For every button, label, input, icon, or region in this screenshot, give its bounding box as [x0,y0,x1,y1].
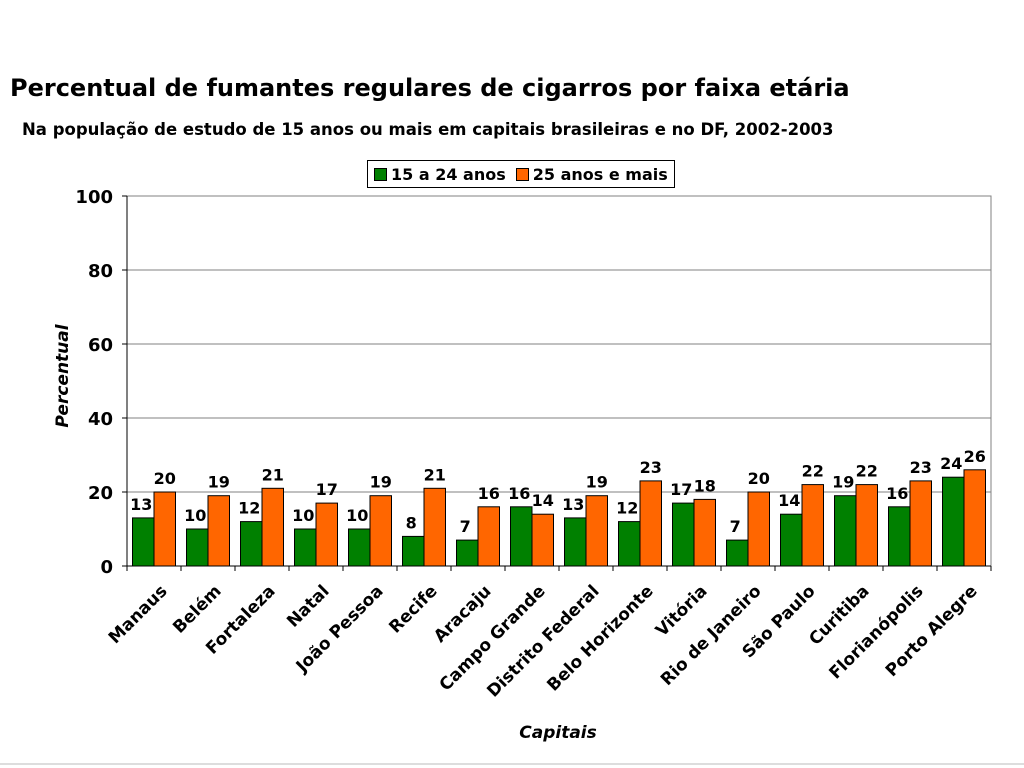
legend-label-series2: 25 anos e mais [532,164,668,184]
bar-series1 [348,528,371,567]
data-label-series2: 21 [262,465,284,484]
data-label-series2: 18 [694,476,716,495]
bar-series1 [186,528,209,567]
data-label-series2: 19 [208,473,230,492]
data-label-series1: 16 [886,484,908,503]
data-label-series1: 7 [460,517,471,536]
data-label-series1: 19 [832,473,854,492]
data-label-series2: 16 [478,484,500,503]
data-label-series1: 8 [406,513,417,532]
data-label-series2: 23 [910,458,932,477]
bar-series1 [618,521,641,567]
bar-series1 [294,528,317,567]
bar-series2 [639,480,662,567]
bar-series2 [801,484,824,567]
x-tick-label: Natal [283,581,333,631]
x-tick-label: Rio de Janeiro [657,581,766,690]
legend-swatch-series1 [374,167,387,181]
data-label-series2: 21 [424,465,446,484]
data-label-series1: 17 [670,480,692,499]
bar-series2 [207,495,230,567]
x-tick-label: Porto Alegre [882,581,982,681]
bar-series2 [315,502,338,567]
bar-series2 [531,513,554,567]
y-tick-label: 80 [88,261,113,282]
bar-series1 [402,535,425,567]
y-tick-label: 100 [75,187,113,208]
y-tick-label: 20 [88,483,113,504]
bottom-divider [0,763,1024,765]
y-tick-label: 0 [100,557,113,578]
data-label-series1: 24 [940,454,962,473]
bar-series1 [510,506,533,567]
bar-series1 [726,539,749,567]
legend-swatch-series2 [515,167,529,181]
bar-series1 [888,506,911,567]
page-subtitle: Na população de estudo de 15 anos ou mai… [22,120,834,139]
data-label-series2: 22 [856,462,878,481]
data-label-series1: 12 [616,499,638,518]
bar-series1 [564,517,587,567]
bar-series2 [423,487,446,567]
x-tick-label: Manaus [105,581,172,648]
data-label-series1: 10 [346,506,368,525]
bar-series1 [780,513,803,567]
bar-series2 [261,487,284,567]
bar-series2 [477,506,500,567]
y-axis-title: Percentual [53,323,73,427]
data-label-series2: 26 [964,447,986,466]
x-tick-label: Florianópolis [826,581,928,683]
page-title: Percentual de fumantes regulares de ciga… [10,74,850,102]
data-label-series2: 17 [316,480,338,499]
bar-series1 [672,502,695,567]
bar-series2 [153,491,176,567]
bar-series1 [456,539,479,567]
bar-series2 [855,484,878,567]
data-label-series2: 19 [370,473,392,492]
bar-series1 [132,517,155,567]
bar-series2 [369,495,392,567]
bar-series2 [693,498,716,567]
chart-legend: 15 a 24 anos 25 anos e mais [367,160,675,188]
bar-series1 [834,495,857,567]
data-label-series1: 13 [562,495,584,514]
data-label-series1: 13 [130,495,152,514]
data-label-series2: 14 [532,491,554,510]
data-label-series1: 12 [238,499,260,518]
data-label-series2: 20 [748,469,770,488]
y-tick-label: 40 [88,409,113,430]
data-label-series2: 22 [802,462,824,481]
data-label-series1: 10 [184,506,206,525]
bar-series1 [240,521,263,567]
legend-label-series1: 15 a 24 anos [391,164,506,184]
data-label-series2: 23 [640,458,662,477]
bar-series2 [585,495,608,567]
bar-series2 [747,491,770,567]
data-label-series1: 14 [778,491,800,510]
bar-series2 [963,469,986,567]
y-tick-label: 60 [88,335,113,356]
x-axis-title: Capitais [519,723,597,743]
data-label-series1: 16 [508,484,530,503]
bar-series1 [942,476,965,567]
data-label-series2: 20 [154,469,176,488]
legend-item-series2: 25 anos e mais [515,164,668,184]
data-label-series1: 10 [292,506,314,525]
bar-series2 [909,480,932,567]
data-label-series1: 7 [730,517,741,536]
data-label-series2: 19 [586,473,608,492]
legend-item-series1: 15 a 24 anos [374,165,506,184]
